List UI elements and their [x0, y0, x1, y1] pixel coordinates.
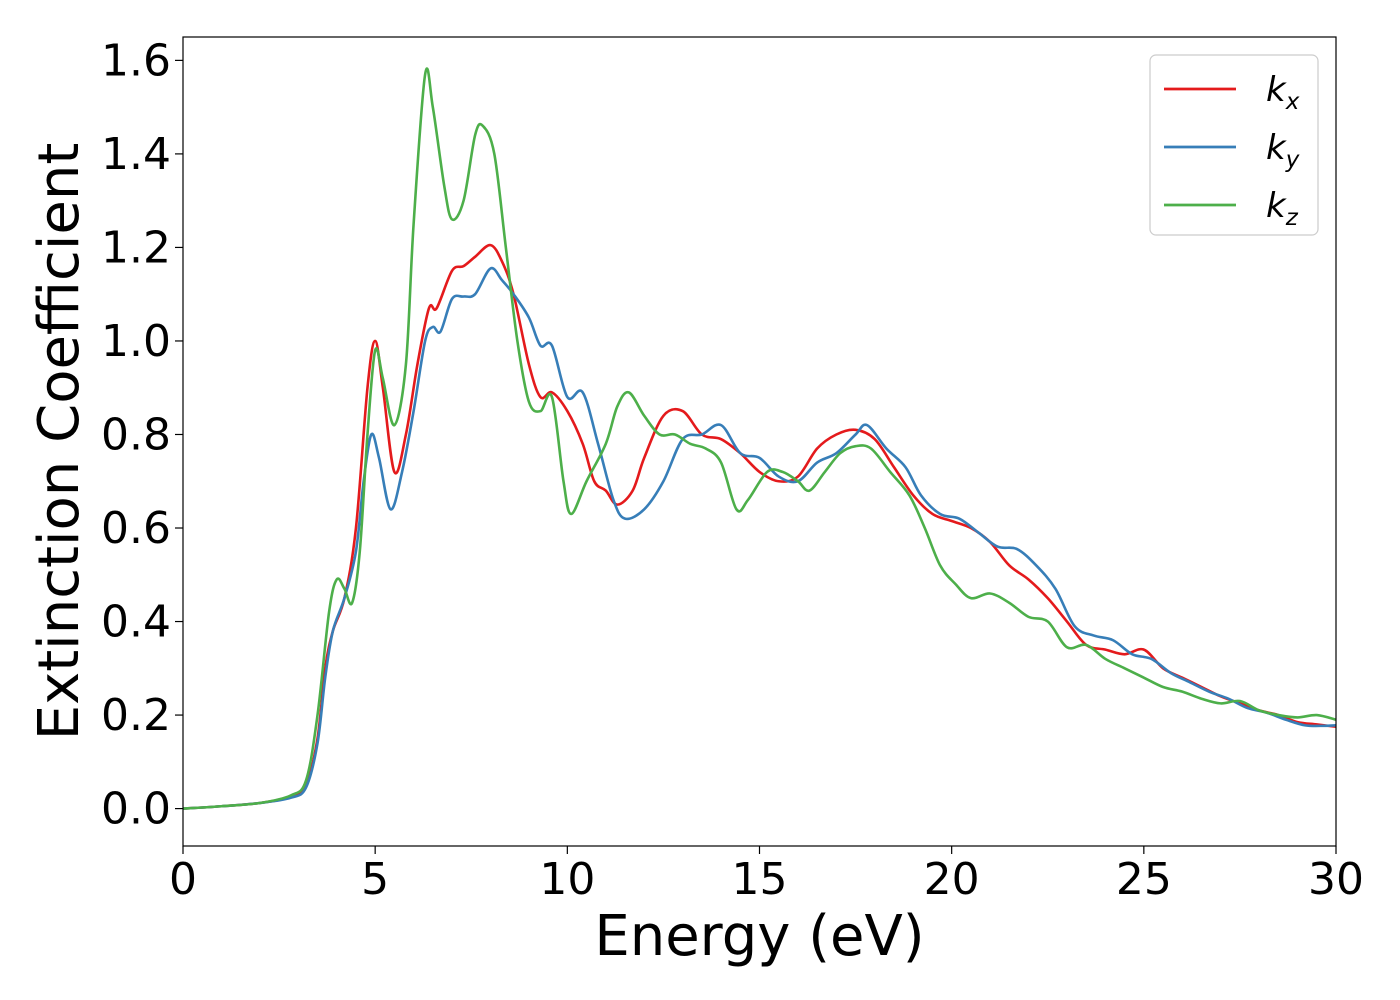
x-tick-label: 15: [732, 854, 788, 905]
x-axis-title: Energy (eV): [594, 904, 924, 969]
legend-frame: [1149, 54, 1319, 236]
x-tick-label: 5: [361, 854, 389, 905]
y-axis: 0.0 0.2 0.4 0.6 0.8 1.0 1.2 1.4 1.6: [101, 35, 183, 835]
y-tick-label: 1.2: [101, 222, 171, 273]
x-axis: 0 5 10 15 20 25 30: [169, 846, 1364, 905]
y-tick-label: 0.4: [101, 597, 171, 648]
series-lines: [183, 67, 1336, 810]
y-tick-label: 1.0: [101, 316, 171, 367]
y-axis-title: Extinction Coefficient: [27, 143, 92, 741]
legend-label-z: kz: [1266, 186, 1299, 231]
x-tick-label: 0: [169, 854, 197, 905]
series-line-k-y: [183, 266, 1336, 810]
x-tick-label: 20: [924, 854, 980, 905]
y-tick-label: 0.8: [101, 409, 171, 460]
y-tick-label: 1.4: [101, 129, 171, 180]
series-line-k-x: [183, 243, 1336, 810]
x-tick-label: 10: [539, 854, 595, 905]
y-tick-label: 0.0: [101, 784, 171, 835]
legend-label-x: kx: [1266, 70, 1300, 115]
y-tick-label: 1.6: [101, 35, 171, 86]
series-line-k-z: [183, 67, 1336, 810]
legend: kx ky kz: [1149, 54, 1319, 236]
x-tick-label: 30: [1308, 854, 1364, 905]
y-tick-label: 0.2: [101, 690, 171, 741]
y-tick-label: 0.6: [101, 503, 171, 554]
legend-label-y: ky: [1266, 128, 1300, 173]
x-tick-label: 25: [1116, 854, 1172, 905]
